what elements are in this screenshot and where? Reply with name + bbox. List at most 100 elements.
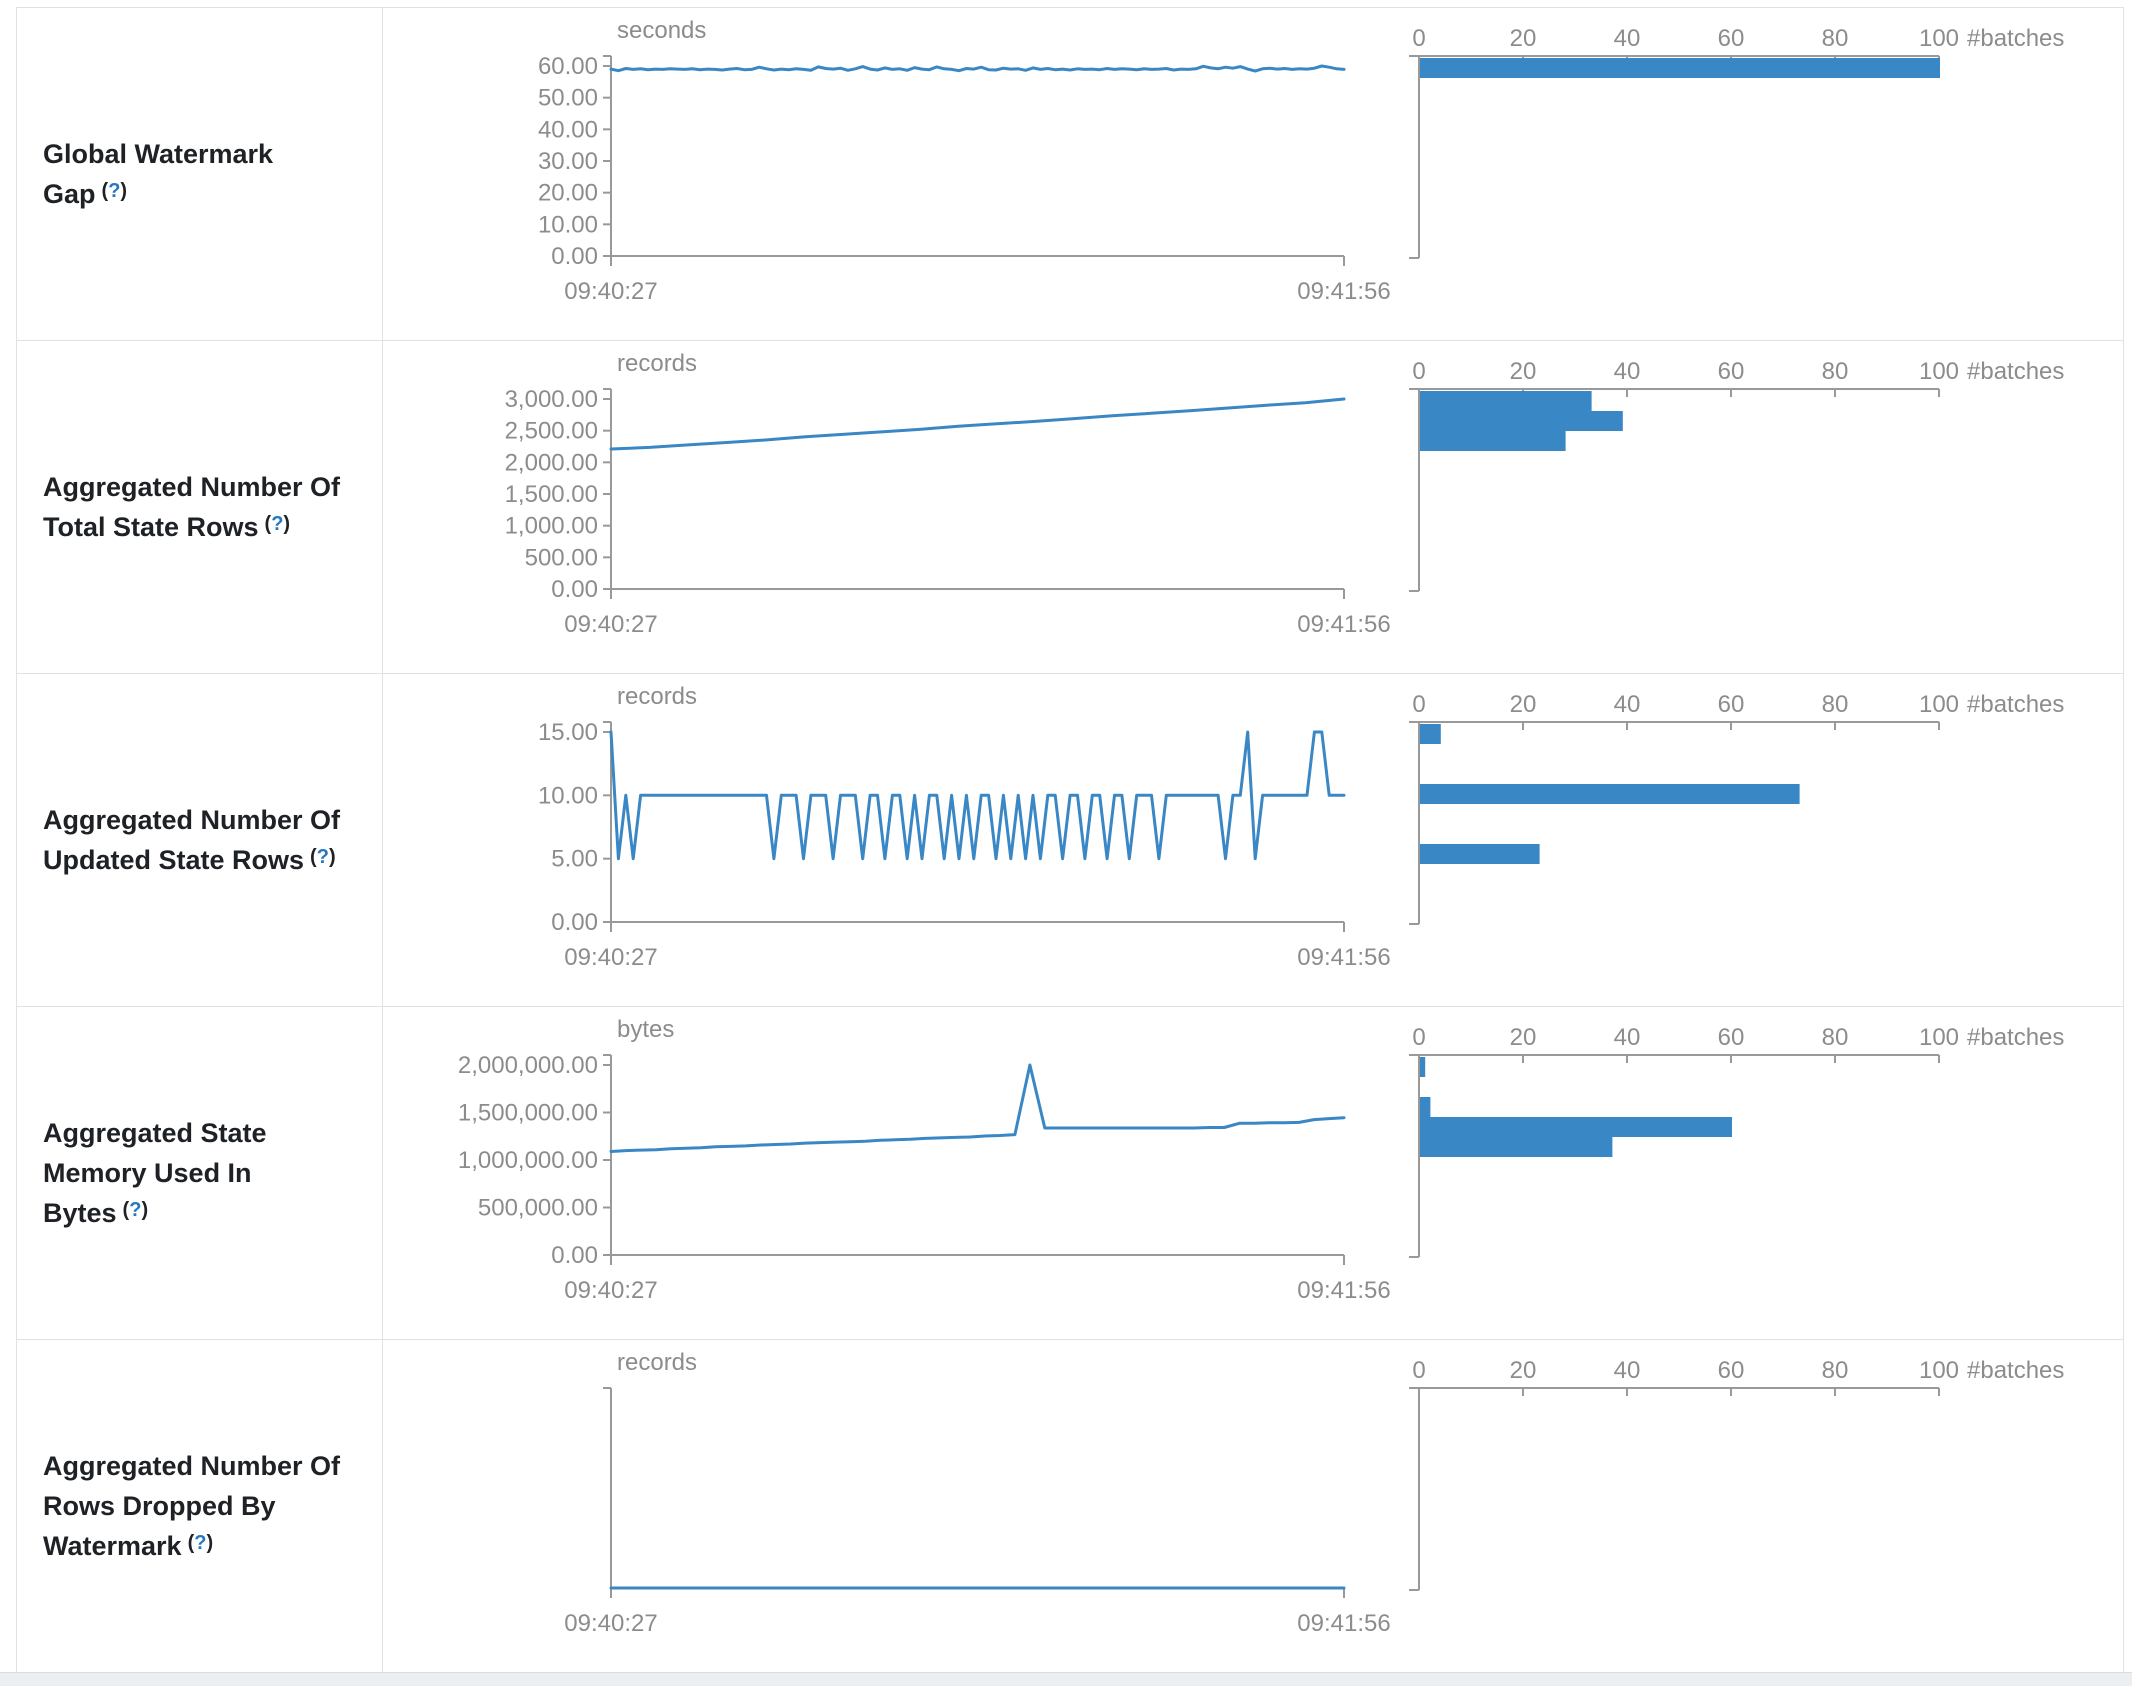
y-axis-tick-label: 1,500.00 xyxy=(505,481,598,508)
histogram-axis-tick-label: 60 xyxy=(1718,25,1745,52)
y-axis-tick-label: 0.00 xyxy=(551,909,598,936)
x-axis-end-label: 09:41:56 xyxy=(1297,944,1390,971)
timeline-line-series xyxy=(609,64,1346,73)
histogram-bar xyxy=(1420,1117,1732,1137)
histogram-axis-tick-label: 100 xyxy=(1919,25,1959,52)
metric-label: Aggregated Number Of Updated State Rows xyxy=(43,805,341,875)
timeline-and-histogram-chart: bytes 2,000,000.00 1,500,000.00 1,000,000.0… xyxy=(458,1016,2065,1304)
histogram-axis-tick-label: 40 xyxy=(1614,1357,1641,1384)
histogram-axis-tick-label: 40 xyxy=(1614,1024,1641,1051)
timeline-unit-label: records xyxy=(617,350,697,377)
histogram-axis-tick-label: 0 xyxy=(1412,1357,1425,1384)
metrics-table: Global Watermark Gap (?) seconds 60.00 50.0… xyxy=(16,7,2124,1673)
help-link[interactable]: (?) xyxy=(123,1199,149,1221)
histogram-axis-tick-label: 20 xyxy=(1510,691,1537,718)
x-axis-end-label: 09:41:56 xyxy=(1297,611,1390,638)
timeline-line-series xyxy=(609,397,1346,451)
y-axis-tick-label: 2,500.00 xyxy=(505,418,598,445)
metric-label: Aggregated Number Of Rows Dropped By Wat… xyxy=(43,1451,341,1561)
timeline-and-histogram-chart: seconds 60.00 50.00 40.00 30.00 20.00 10.00 0.0… xyxy=(538,17,2064,305)
histogram-bar xyxy=(1420,391,1592,411)
metric-row: Aggregated State Memory Used In Bytes (?)… xyxy=(17,1007,2123,1340)
y-axis-tick-label: 1,500,000.00 xyxy=(458,1100,598,1127)
metric-chart-cell: bytes 2,000,000.00 1,500,000.00 1,000,000.0… xyxy=(383,1007,2123,1339)
metric-row: Global Watermark Gap (?) seconds 60.00 50.0… xyxy=(17,8,2123,341)
timeline-line-series xyxy=(609,730,1346,861)
help-paren-open: ( xyxy=(101,180,109,202)
help-link[interactable]: (?) xyxy=(102,180,128,202)
help-question-icon[interactable]: ? xyxy=(271,513,284,535)
metric-row: Aggregated Number Of Rows Dropped By Wat… xyxy=(17,1340,2123,1673)
y-axis-tick-label: 5.00 xyxy=(551,846,598,873)
help-link[interactable]: (?) xyxy=(310,846,336,868)
metric-label-cell: Aggregated Number Of Total State Rows (?) xyxy=(17,341,383,673)
help-question-icon[interactable]: ? xyxy=(108,180,121,202)
histogram-bar xyxy=(1420,1137,1613,1157)
histogram-axis-tick-label: 20 xyxy=(1510,1357,1537,1384)
y-axis-tick-label: 0.00 xyxy=(551,243,598,270)
metric-label-cell: Aggregated Number Of Updated State Rows(… xyxy=(17,674,383,1006)
x-axis-end-label: 09:41:56 xyxy=(1297,1277,1390,1304)
metric-label-cell: Aggregated Number Of Rows Dropped By Wat… xyxy=(17,1340,383,1672)
histogram-axis-tick-label: 0 xyxy=(1412,358,1425,385)
histogram-bar xyxy=(1420,1057,1426,1077)
metric-chart-cell: seconds 60.00 50.00 40.00 30.00 20.00 10.00 0.0… xyxy=(383,8,2123,340)
y-axis-tick-label: 2,000,000.00 xyxy=(458,1052,598,1079)
help-question-icon[interactable]: ? xyxy=(194,1532,207,1554)
help-paren-close: ) xyxy=(206,1532,214,1554)
timeline-line-series xyxy=(609,1063,1346,1153)
help-question-icon[interactable]: ? xyxy=(129,1199,142,1221)
y-axis-tick-label: 15.00 xyxy=(538,719,598,746)
x-axis-start-label: 09:40:27 xyxy=(564,611,657,638)
help-link[interactable]: (?) xyxy=(265,513,291,535)
y-axis-tick-label: 1,000,000.00 xyxy=(458,1147,598,1174)
histogram-axis-tick-label: 0 xyxy=(1412,691,1425,718)
help-question-icon[interactable]: ? xyxy=(316,846,329,868)
histogram-axis-tick-label: 80 xyxy=(1822,358,1849,385)
x-axis-end-label: 09:41:56 xyxy=(1297,1610,1390,1637)
y-axis-tick-label: 0.00 xyxy=(551,1242,598,1269)
histogram-axis-tick-label: 60 xyxy=(1718,1357,1745,1384)
histogram-axis-tick-label: 80 xyxy=(1822,691,1849,718)
x-axis-start-label: 09:40:27 xyxy=(564,944,657,971)
histogram-axis-tick-label: 0 xyxy=(1412,25,1425,52)
histogram-bar xyxy=(1420,411,1623,431)
metric-label-cell: Global Watermark Gap (?) xyxy=(17,8,383,340)
histogram-bar xyxy=(1420,431,1566,451)
histogram-bar xyxy=(1420,724,1441,744)
y-axis-tick-label: 50.00 xyxy=(538,85,598,112)
metric-label: Aggregated Number Of Total State Rows xyxy=(43,472,341,542)
help-paren-close: ) xyxy=(120,180,128,202)
histogram-axis-tick-label: 40 xyxy=(1614,25,1641,52)
histogram-axis-tick-label: 20 xyxy=(1510,358,1537,385)
y-axis-tick-label: 1,000.00 xyxy=(505,513,598,540)
histogram-axis-unit-label: #batches xyxy=(1967,1357,2064,1384)
metric-chart-cell: records 09:40:27 09:41:56 0 20 40 60 80 100 #batc… xyxy=(383,1340,2123,1672)
histogram-bar xyxy=(1420,784,1800,804)
timeline-and-histogram-chart: records 09:40:27 09:41:56 0 20 40 60 80 100 #batc… xyxy=(564,1349,2064,1637)
help-paren-close: ) xyxy=(141,1199,149,1221)
histogram-axis-tick-label: 60 xyxy=(1718,358,1745,385)
metric-chart-cell: records 15.00 10.00 5.00 0.00 09:40:27 09:41:5… xyxy=(383,674,2123,1006)
histogram-axis-tick-label: 40 xyxy=(1614,691,1641,718)
y-axis-tick-label: 3,000.00 xyxy=(505,386,598,413)
help-paren-open: ( xyxy=(264,513,272,535)
histogram-axis-tick-label: 80 xyxy=(1822,1024,1849,1051)
histogram-axis-unit-label: #batches xyxy=(1967,1024,2064,1051)
y-axis-tick-label: 30.00 xyxy=(538,148,598,175)
histogram-axis-unit-label: #batches xyxy=(1967,358,2064,385)
y-axis-tick-label: 500,000.00 xyxy=(478,1195,598,1222)
timeline-unit-label: bytes xyxy=(617,1016,674,1043)
y-axis-tick-label: 0.00 xyxy=(551,576,598,603)
histogram-axis-tick-label: 20 xyxy=(1510,25,1537,52)
histogram-axis-tick-label: 80 xyxy=(1822,1357,1849,1384)
histogram-axis-tick-label: 60 xyxy=(1718,1024,1745,1051)
x-axis-start-label: 09:40:27 xyxy=(564,1610,657,1637)
x-axis-start-label: 09:40:27 xyxy=(564,1277,657,1304)
metric-label: Aggregated State Memory Used In Bytes xyxy=(43,1118,267,1228)
histogram-axis-tick-label: 60 xyxy=(1718,691,1745,718)
help-paren-open: ( xyxy=(187,1532,195,1554)
help-link[interactable]: (?) xyxy=(188,1532,214,1554)
metric-row: Aggregated Number Of Total State Rows (?)… xyxy=(17,341,2123,674)
